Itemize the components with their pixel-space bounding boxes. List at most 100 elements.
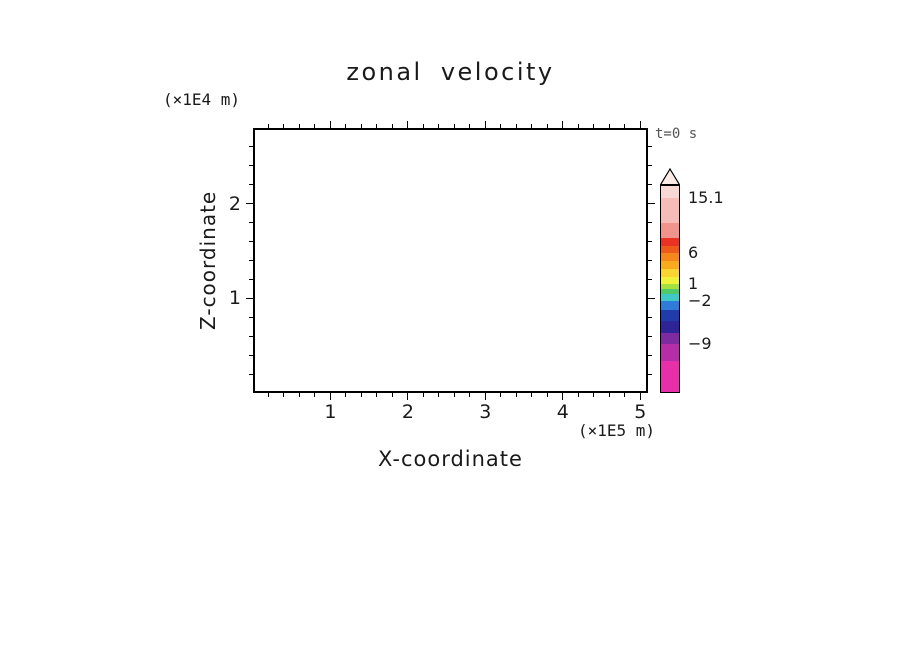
axis-tick [648, 297, 655, 299]
axis-tick [249, 260, 253, 261]
y-axis-label: Z-coordinate [196, 190, 220, 331]
axis-tick [648, 203, 655, 205]
axis-tick [648, 222, 652, 224]
colorbar-segment [661, 253, 679, 261]
colorbar-label: 1 [688, 274, 699, 293]
axis-tick [298, 124, 300, 128]
axis-tick [648, 241, 652, 243]
axis-tick [593, 393, 595, 397]
colorbar-segment [661, 246, 679, 253]
axis-tick [249, 146, 253, 148]
axis-tick [624, 124, 626, 128]
axis-tick [246, 297, 253, 299]
colorbar-segment [661, 284, 679, 289]
axis-tick [469, 124, 471, 128]
colorbar-segment [661, 223, 679, 238]
axis-tick [500, 124, 502, 128]
colorbar: 15.1 6 1 −2 −9 [660, 168, 724, 393]
colorbar-segments [660, 185, 680, 393]
colorbar-segment [661, 277, 679, 284]
axis-tick [249, 373, 253, 375]
x-tick-label: 5 [634, 401, 647, 423]
axis-tick [484, 393, 486, 400]
axis-tick [298, 393, 300, 397]
x-axis-units: (×1E5 m) [577, 421, 655, 440]
axis-tick [648, 373, 652, 375]
axis-tick [249, 354, 253, 356]
axis-tick [329, 121, 332, 128]
colorbar-segment [661, 321, 679, 333]
axis-tick [546, 124, 548, 128]
colorbar-segment [661, 186, 679, 198]
colorbar-segment [661, 310, 679, 321]
colorbar-segment [661, 344, 679, 361]
colorbar-segment [661, 301, 679, 310]
axis-tick [314, 393, 316, 397]
axis-tick [608, 124, 610, 128]
axis-tick [515, 393, 517, 397]
axis-tick [345, 124, 347, 128]
axis-tick [267, 393, 269, 397]
axis-tick [639, 121, 641, 128]
axis-tick [469, 393, 471, 397]
axis-tick [249, 241, 253, 243]
axis-tick [360, 393, 362, 397]
axis-tick [577, 393, 579, 397]
axis-tick [345, 393, 347, 397]
time-label: t=0 s [655, 126, 698, 142]
axis-tick [562, 393, 564, 400]
axis-tick [249, 316, 253, 318]
colorbar-label: 15.1 [688, 188, 724, 207]
colorbar-segment [661, 269, 679, 277]
axis-tick [249, 222, 253, 224]
axis-tick [246, 203, 253, 205]
axis-tick [484, 121, 486, 128]
x-tick-label: 4 [556, 401, 569, 423]
axis-tick [639, 393, 641, 400]
axis-tick [249, 335, 253, 337]
axis-tick [283, 393, 285, 397]
axis-tick [329, 393, 332, 400]
axis-tick [314, 124, 316, 128]
axis-tick [407, 121, 409, 128]
axis-tick [648, 165, 652, 167]
axis-tick [648, 278, 652, 280]
axis-tick [391, 124, 393, 128]
axis-tick [531, 124, 533, 128]
colorbar-label: −2 [688, 291, 712, 310]
axis-tick [249, 165, 253, 167]
x-tick-label: 3 [479, 401, 492, 423]
axis-tick [376, 124, 378, 128]
axis-tick [453, 124, 455, 128]
axis-tick [407, 393, 409, 400]
axis-tick [624, 393, 626, 397]
axis-tick [376, 393, 378, 397]
x-tick-label: 2 [401, 401, 414, 423]
axis-tick [422, 393, 424, 397]
colorbar-segment [661, 294, 679, 301]
colorbar-segment [661, 238, 679, 246]
axis-tick [648, 335, 652, 337]
y-tick-label: 2 [228, 192, 241, 215]
axis-tick [531, 393, 533, 397]
axis-tick [283, 124, 285, 128]
axis-tick [648, 354, 652, 356]
axis-tick [648, 316, 652, 318]
colorbar-segment [661, 289, 679, 294]
axis-tick [608, 393, 610, 397]
y-tick-label: 1 [228, 287, 241, 310]
axis-tick [422, 124, 424, 128]
axis-tick [593, 124, 595, 128]
axis-tick [648, 184, 652, 186]
axis-tick [249, 278, 253, 280]
colorbar-segment [661, 361, 679, 392]
axis-tick [500, 393, 502, 397]
colorbar-segment [661, 198, 679, 223]
axis-tick [648, 146, 652, 148]
colorbar-segment [661, 333, 679, 344]
colorbar-segment [661, 261, 679, 269]
axis-tick [249, 184, 253, 186]
axis-tick [577, 124, 579, 128]
axis-tick [438, 393, 440, 397]
